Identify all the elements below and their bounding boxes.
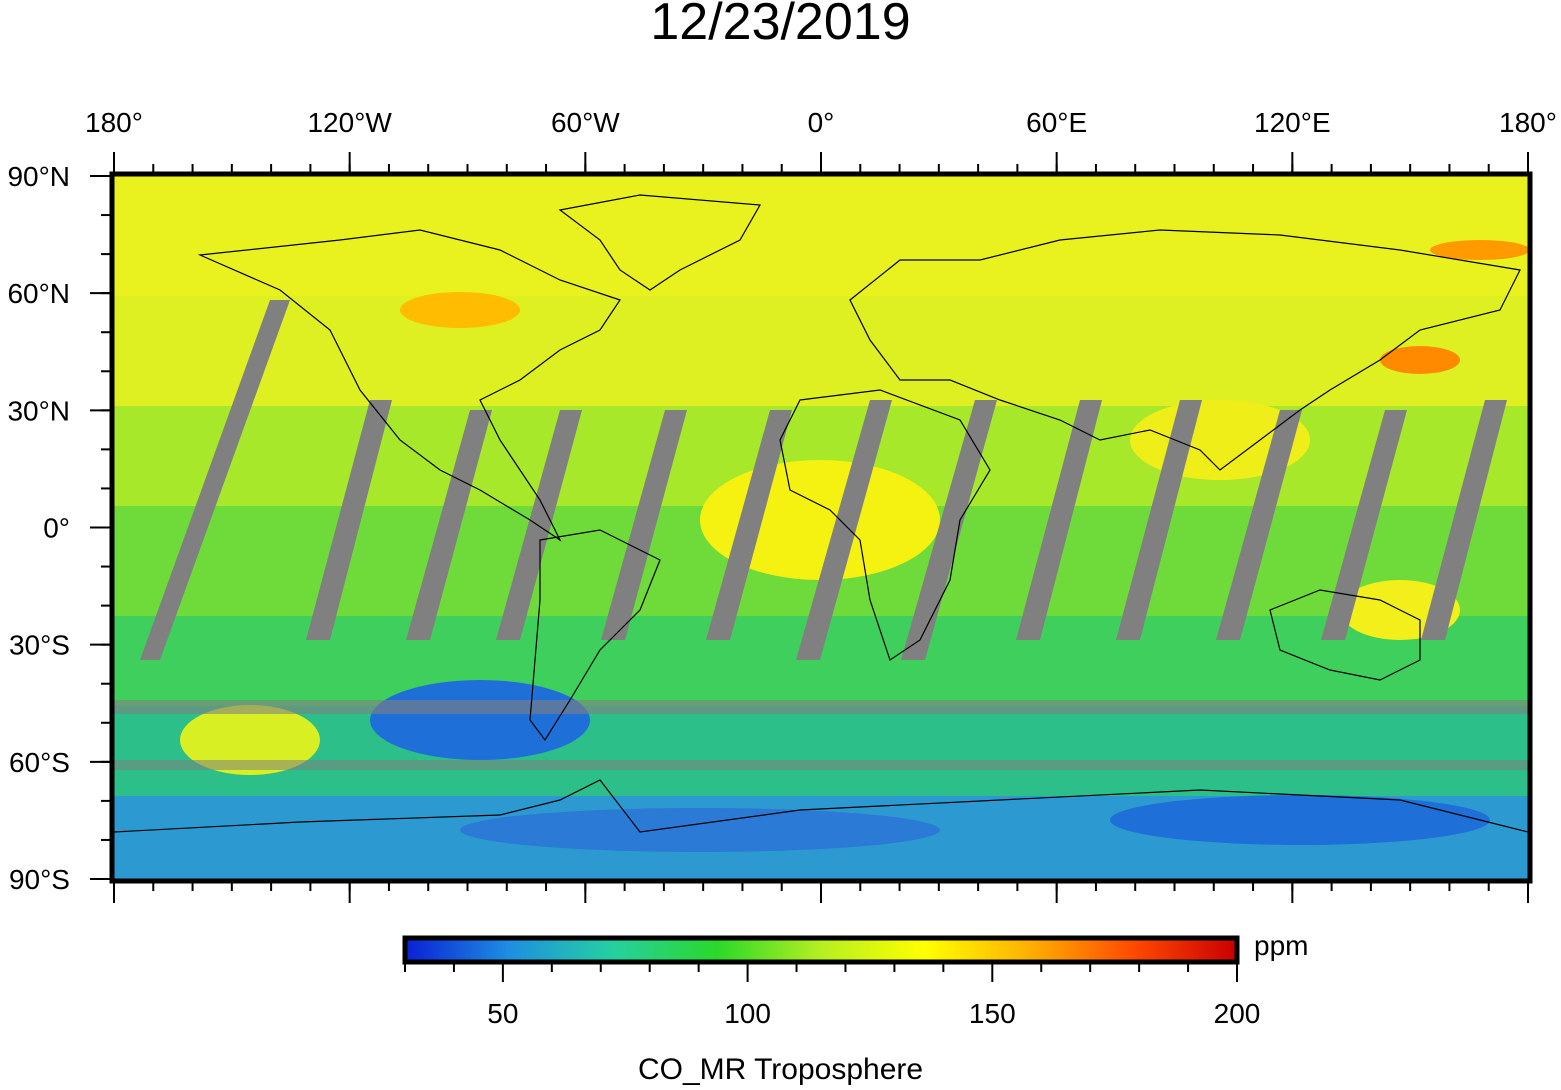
latitude-label: 90°N (7, 161, 70, 192)
longitude-label: 120°W (307, 107, 392, 138)
colorbar-unit: ppm (1254, 930, 1309, 961)
colorbar-tick-label: 100 (724, 998, 771, 1029)
co-concentration-field (114, 176, 1528, 879)
latitude-label: 30°S (9, 630, 70, 661)
colorbar-tick-label: 150 (969, 998, 1016, 1029)
latitude-label: 0° (43, 513, 70, 544)
frame-ticks (90, 152, 1529, 903)
longitude-label: 120°E (1254, 107, 1331, 138)
colorbar-label: CO_MR Troposphere (637, 1053, 924, 1086)
longitude-label: 60°E (1026, 107, 1087, 138)
latitude-label: 30°N (7, 395, 70, 426)
longitude-labels: 180° 120°W 60°W 0° 60°E 120°E 180° (85, 107, 1557, 138)
latitude-labels: 90°N 60°N 30°N 0° 30°S 60°S 90°S (7, 161, 70, 895)
longitude-label: 180° (1499, 107, 1557, 138)
colorbar-tick-label: 50 (487, 998, 518, 1029)
longitude-label: 60°W (551, 107, 620, 138)
latitude-label: 90°S (9, 864, 70, 895)
colorbar (402, 935, 1240, 965)
map-title: 12/23/2019 (650, 0, 911, 51)
latitude-label: 60°N (7, 278, 70, 309)
latitude-label: 60°S (9, 747, 70, 778)
colorbar-tick-label: 200 (1214, 998, 1261, 1029)
longitude-label: 180° (85, 107, 143, 138)
longitude-label: 0° (808, 107, 835, 138)
colorbar-ticks (404, 962, 1238, 982)
colorbar-tick-labels: 50 100 150 200 (487, 998, 1260, 1029)
